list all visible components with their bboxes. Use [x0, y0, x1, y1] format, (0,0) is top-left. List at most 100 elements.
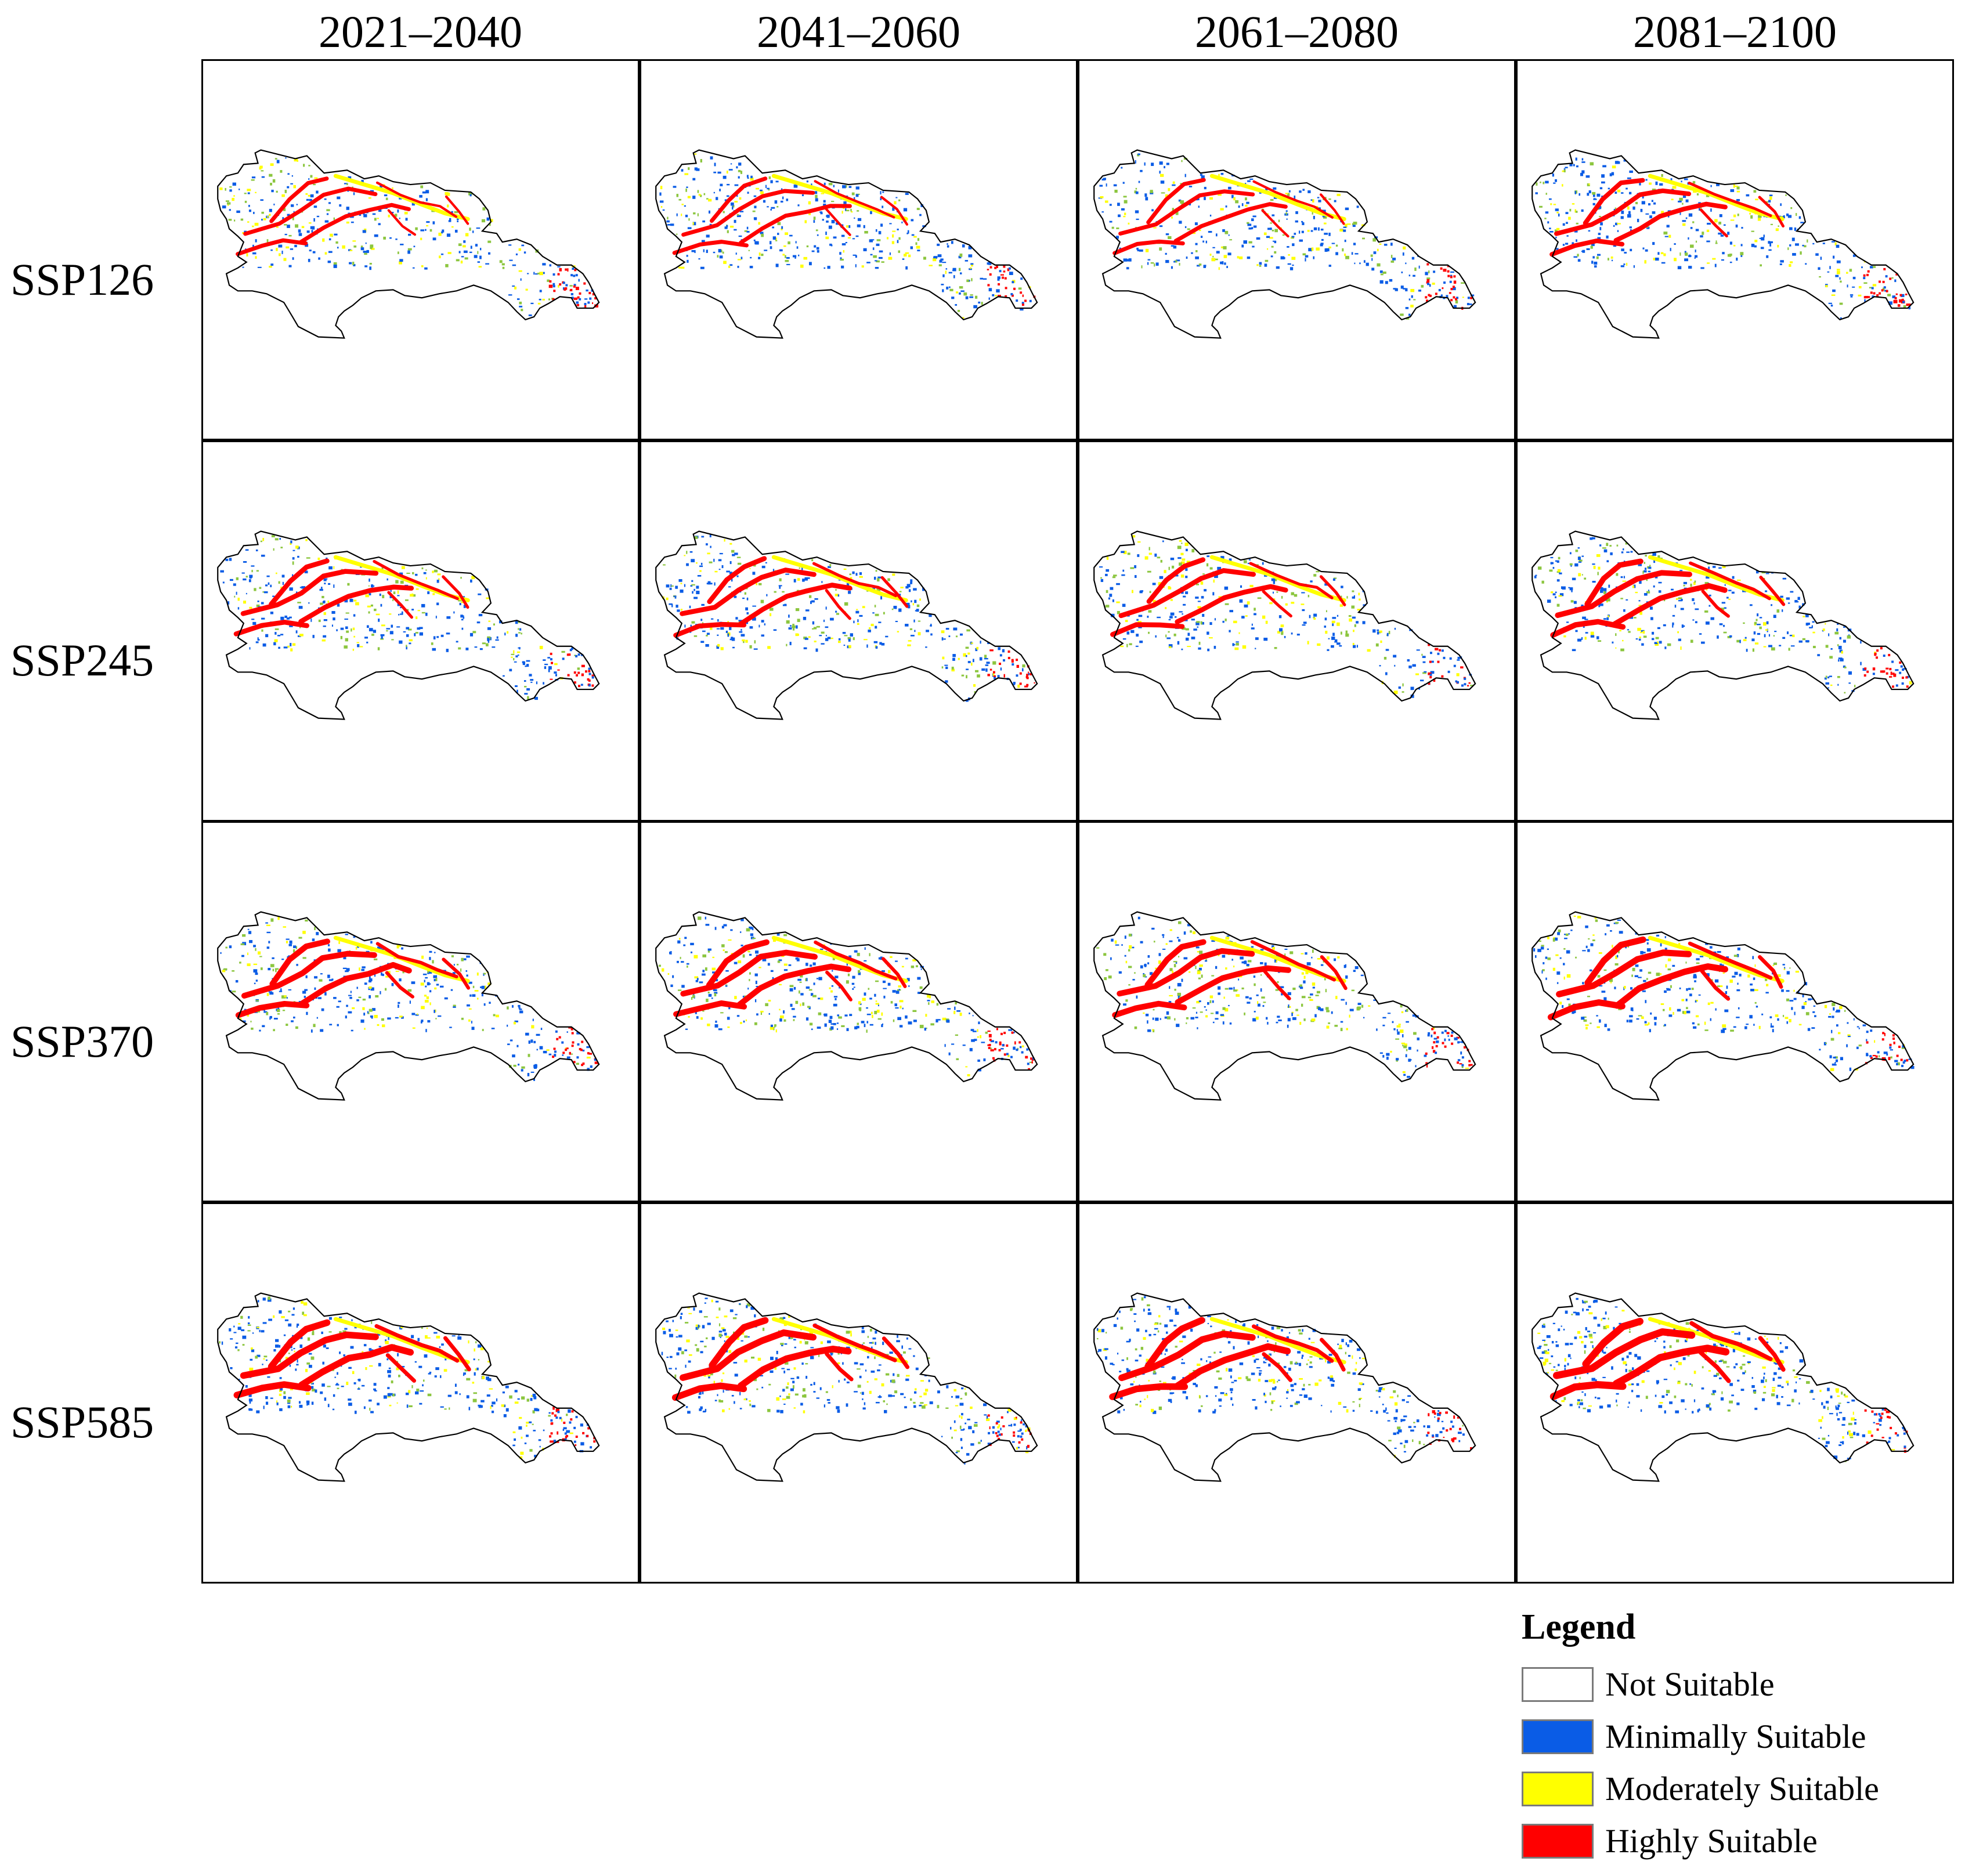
suitability-pixel [1885, 667, 1889, 670]
suitability-pixel [992, 294, 995, 297]
suitability-pixel [533, 1064, 537, 1068]
suitability-pixel [1270, 227, 1272, 230]
suitability-pixel [1657, 555, 1660, 559]
suitability-pixel [1836, 628, 1838, 632]
suitability-pixel [818, 997, 822, 1000]
suitability-pixel [1325, 631, 1328, 634]
suitability-pixel [1223, 255, 1227, 258]
suitability-pixel [694, 536, 698, 539]
suitability-pixel [1890, 1056, 1892, 1059]
suitability-pixel [855, 255, 857, 258]
suitability-pixel [1710, 208, 1712, 212]
suitability-pixel [756, 583, 758, 585]
suitability-pixel [723, 175, 727, 179]
suitability-pixel [438, 232, 442, 236]
suitability-pixel [846, 185, 847, 188]
suitability-pixel [1179, 221, 1182, 224]
suitability-pixel [916, 208, 920, 210]
high-suitability-zone [1550, 619, 1626, 638]
suitability-pixel [690, 624, 692, 628]
suitability-pixel [1654, 642, 1658, 644]
suitability-pixel [1783, 968, 1785, 970]
suitability-pixel [1785, 1017, 1789, 1020]
suitability-pixel [1144, 162, 1146, 166]
suitability-pixel [1197, 626, 1199, 628]
suitability-pixel [387, 1017, 391, 1020]
suitability-pixel [1307, 190, 1311, 193]
suitability-pixel [1450, 299, 1453, 302]
suitability-pixel [767, 187, 770, 190]
suitability-pixel [1018, 287, 1022, 290]
suitability-pixel [1345, 975, 1348, 979]
suitability-pixel [786, 198, 789, 201]
suitability-pixel [488, 252, 490, 255]
suitability-pixel [519, 628, 522, 631]
suitability-pixel [291, 175, 293, 177]
suitability-pixel [518, 1004, 521, 1007]
suitability-pixel [1620, 648, 1624, 652]
suitability-pixel [1591, 537, 1593, 540]
suitability-pixel [1218, 986, 1221, 990]
suitability-pixel [323, 619, 327, 621]
suitability-pixel [997, 278, 1000, 281]
suitability-pixel [962, 317, 965, 319]
suitability-pixel [1215, 1011, 1219, 1014]
suitability-pixel [531, 1025, 534, 1029]
suitability-pixel [1620, 216, 1624, 219]
suitability-pixel [569, 285, 573, 287]
suitability-pixel [589, 297, 592, 300]
suitability-pixel [338, 1000, 341, 1003]
suitability-pixel [1236, 642, 1239, 646]
suitability-pixel [706, 234, 710, 238]
suitability-pixel [1408, 298, 1411, 301]
suitability-pixel [435, 1018, 437, 1020]
suitability-pixel [752, 210, 756, 212]
suitability-pixel [594, 1058, 597, 1061]
suitability-pixel [1837, 684, 1839, 686]
suitability-pixel [1596, 256, 1599, 259]
suitability-pixel [549, 264, 552, 267]
suitability-pixel [1653, 258, 1656, 261]
suitability-pixel [1617, 223, 1621, 225]
suitability-pixel [1410, 305, 1414, 308]
suitability-pixel [858, 972, 861, 975]
suitability-pixel [564, 288, 566, 291]
high-suitability-zone [1584, 558, 1643, 607]
suitability-pixel [236, 591, 237, 595]
suitability-pixel [1585, 945, 1588, 948]
suitability-pixel [1606, 560, 1609, 562]
suitability-pixel [440, 634, 444, 637]
suitability-pixel [849, 1014, 853, 1017]
suitability-pixel [562, 1054, 564, 1056]
suitability-pixel [1226, 266, 1228, 268]
suitability-pixel [1241, 203, 1244, 207]
suitability-pixel [1251, 623, 1253, 626]
suitability-pixel [290, 643, 292, 646]
suitability-pixel [864, 947, 866, 950]
suitability-pixel [739, 931, 742, 933]
suitability-pixel [848, 591, 851, 594]
suitability-pixel [248, 931, 252, 934]
suitability-pixel [594, 1061, 598, 1064]
suitability-pixel [692, 222, 696, 226]
basin-map-icon [655, 911, 1038, 1101]
suitability-pixel [1198, 967, 1202, 971]
suitability-pixel [522, 662, 526, 666]
suitability-pixel [1616, 544, 1619, 547]
suitability-pixel [428, 983, 431, 985]
suitability-pixel [1645, 1000, 1647, 1003]
suitability-pixel [1683, 584, 1685, 587]
suitability-pixel [1564, 934, 1567, 935]
suitability-pixel [736, 556, 741, 558]
suitability-pixel [1586, 248, 1590, 250]
suitability-pixel [539, 272, 543, 276]
suitability-pixel [1730, 189, 1735, 192]
suitability-pixel [706, 635, 708, 637]
suitability-pixel [815, 194, 818, 198]
suitability-pixel [1847, 1034, 1851, 1036]
suitability-pixel [281, 995, 286, 999]
suitability-pixel [792, 625, 796, 628]
suitability-pixel [931, 1000, 935, 1003]
suitability-pixel [590, 1065, 593, 1068]
suitability-pixel [879, 250, 883, 253]
